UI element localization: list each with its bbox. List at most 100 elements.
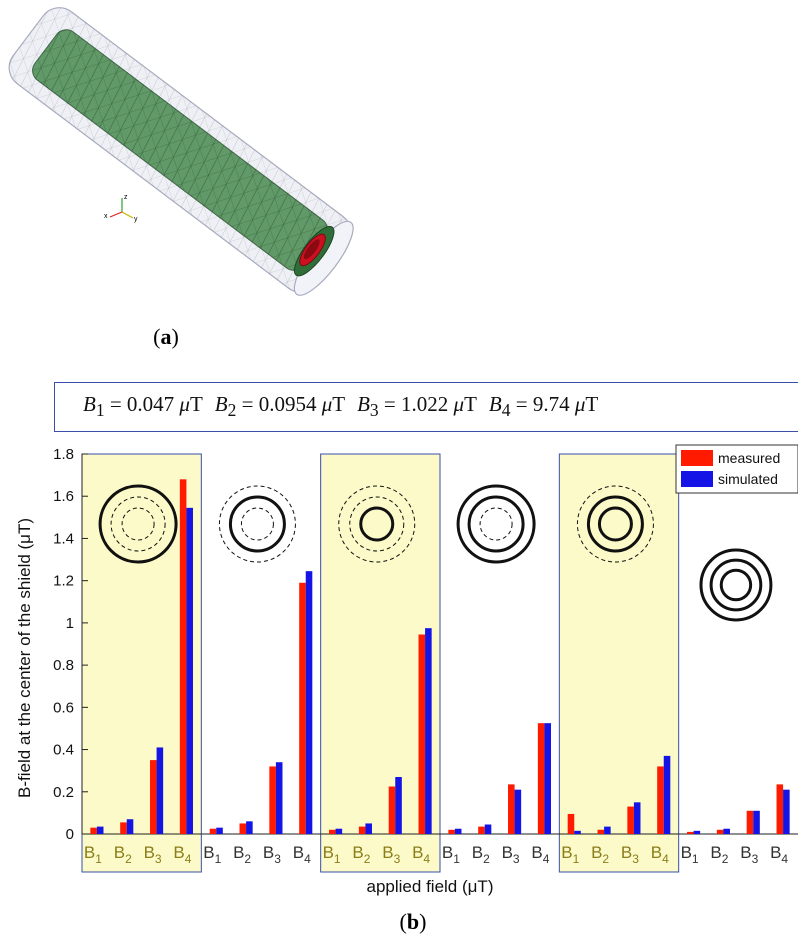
legend-swatch-measured <box>681 450 713 466</box>
shield-ring-icon <box>240 507 274 541</box>
bar-measured <box>329 829 336 834</box>
bar-measured <box>508 784 515 834</box>
bar-measured <box>657 766 664 834</box>
shield-ring-icon <box>228 495 286 553</box>
bar-simulated <box>395 777 402 834</box>
x-category-label: B1 <box>203 843 221 866</box>
x-category-label: B3 <box>263 843 281 866</box>
axis-triad: z x y <box>104 194 138 223</box>
bar-simulated <box>723 828 730 834</box>
bar-simulated <box>753 810 760 834</box>
bar-measured <box>269 766 276 834</box>
legend-label-simulated: simulated <box>718 471 778 487</box>
panel-label-a: (a) <box>153 324 179 349</box>
y-tick-label: 1.8 <box>53 446 74 463</box>
shield-ring-icon <box>359 506 395 542</box>
y-tick-label: 1.6 <box>53 488 74 505</box>
shield-ring-icon <box>719 568 753 602</box>
bar-simulated <box>335 828 343 834</box>
bar-measured <box>567 813 575 834</box>
bar-measured <box>597 829 605 834</box>
y-tick-label: 1 <box>66 615 74 632</box>
bar-measured <box>239 823 247 834</box>
x-category-label: B3 <box>382 843 400 866</box>
bar-simulated <box>663 755 671 834</box>
bar-simulated <box>305 571 313 834</box>
y-tick-label: 0.4 <box>53 742 74 759</box>
bar-simulated <box>126 819 134 834</box>
y-tick-label: 0 <box>66 826 74 843</box>
x-category-label: B2 <box>710 843 728 866</box>
x-category-label: B3 <box>144 843 162 866</box>
bar-simulated <box>216 827 223 834</box>
x-category-label: B2 <box>233 843 251 866</box>
x-category-label: B4 <box>531 843 549 866</box>
bar-measured <box>687 831 694 834</box>
formula-term-4: B4 = 9.74 μT <box>488 392 599 421</box>
x-category-label: B4 <box>651 843 669 866</box>
shield-ring-icon <box>576 485 654 563</box>
bar-measured <box>299 582 306 834</box>
legend-label-measured: measured <box>718 450 780 466</box>
bar-simulated <box>484 824 492 834</box>
bar-measured <box>90 827 97 834</box>
x-category-label: B4 <box>173 843 191 866</box>
shield-ring-icon <box>699 548 773 622</box>
bar-measured <box>418 634 426 834</box>
bar-simulated <box>186 507 193 834</box>
y-tick-label: 1.4 <box>53 530 74 547</box>
x-category-label: B2 <box>591 843 609 866</box>
x-category-label: B3 <box>621 843 639 866</box>
y-tick-label: 0.8 <box>53 657 74 674</box>
axis-y-label: y <box>134 216 138 223</box>
b-field-bar-chart: 0 0.2 0.4 0.6 0.8 1 1.2 1.4 1.6 1.8 B1 B2 B3 B4 B1 B2 B… <box>15 444 798 896</box>
bar-simulated <box>693 830 701 834</box>
shield-ring-icon <box>218 485 296 563</box>
bar-measured <box>448 829 455 834</box>
applied-field-formula: B1 = 0.047 μT B2 = 0.0954 μT B3 = 1.022 … <box>54 382 798 432</box>
bar-simulated <box>425 628 432 834</box>
bar-measured <box>537 723 545 834</box>
legend-swatch-simulated <box>681 471 713 487</box>
bar-measured <box>209 828 217 834</box>
shield-ring-icon <box>479 507 513 541</box>
bar-simulated <box>365 823 372 834</box>
bar-measured <box>388 786 396 834</box>
bar-simulated <box>454 828 462 834</box>
shield-ring-icon <box>456 484 536 564</box>
bar-simulated <box>514 789 522 834</box>
shield-ring-icon <box>121 507 155 541</box>
bar-simulated <box>246 821 253 834</box>
shield-ring-icon <box>709 558 763 612</box>
bar-measured <box>716 829 724 834</box>
shield-ring-icon <box>349 496 405 552</box>
bar-measured <box>776 784 784 834</box>
bar-simulated <box>574 830 581 834</box>
shield-ring-icon <box>586 495 644 553</box>
bar-simulated <box>156 747 164 834</box>
formula-term-2: B2 = 0.0954 μT <box>214 392 346 421</box>
shield-ring-icon <box>110 496 166 552</box>
bar-simulated <box>544 723 551 834</box>
y-tick-label: 0.6 <box>53 699 74 716</box>
shield-ring-icon <box>98 484 178 564</box>
y-tick-label: 0.2 <box>53 784 74 801</box>
axis-z-label: z <box>124 194 128 201</box>
bar-measured <box>358 826 366 834</box>
x-category-label: B2 <box>472 843 490 866</box>
shield-ring-icon <box>597 506 633 542</box>
bar-measured <box>150 760 157 834</box>
bar-simulated <box>96 826 104 834</box>
legend: measured simulated <box>675 444 798 494</box>
x-category-label: B2 <box>352 843 370 866</box>
bar-measured <box>478 826 485 834</box>
panel-label-b: (b) <box>399 909 427 934</box>
y-axis-label: B-field at the center of the shield (μT) <box>15 518 34 798</box>
x-category-label: B1 <box>323 843 341 866</box>
x-category-label: B4 <box>293 843 311 866</box>
bar-measured <box>627 806 634 834</box>
x-category-label: B4 <box>412 843 430 866</box>
formula-term-1: B1 = 0.047 μT <box>83 392 203 421</box>
x-category-label: B1 <box>442 843 460 866</box>
x-category-label: B1 <box>561 843 579 866</box>
